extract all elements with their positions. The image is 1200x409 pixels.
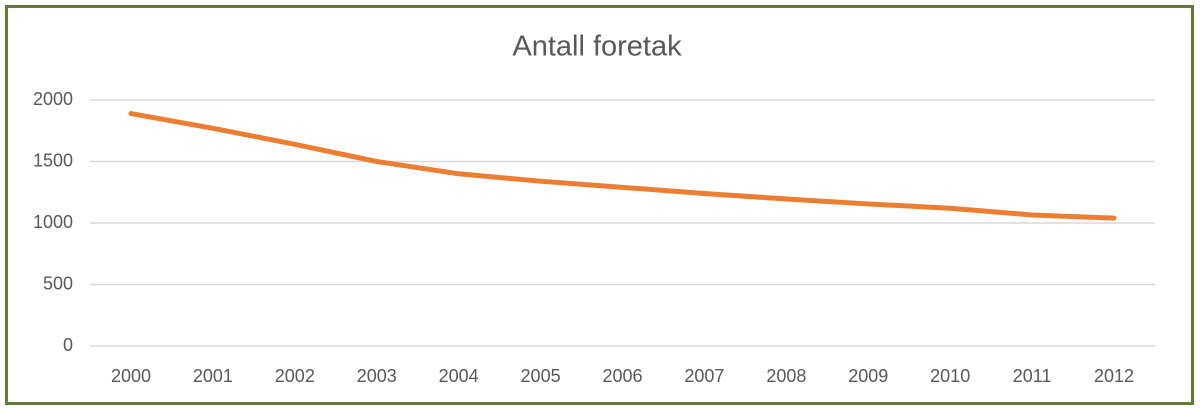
y-tick-label: 2000 — [33, 89, 73, 109]
x-tick-label: 2004 — [439, 366, 479, 386]
x-tick-label: 2012 — [1094, 366, 1134, 386]
x-tick-label: 2009 — [848, 366, 888, 386]
x-tick-label: 2002 — [275, 366, 315, 386]
plot-area: 0 500 1000 1500 2000 2000 2001 2002 2003 2004 2005… — [33, 89, 1155, 386]
x-tick-label: 2005 — [521, 366, 561, 386]
x-tick-label: 2007 — [684, 366, 724, 386]
chart-frame — [5, 5, 1194, 405]
x-tick-label: 2006 — [602, 366, 642, 386]
data-line — [128, 111, 1117, 221]
x-tick-label: 2010 — [930, 366, 970, 386]
chart-title: Antall foretak — [512, 31, 682, 63]
x-tick-label: 2001 — [193, 366, 233, 386]
x-tick-label: 2011 — [1013, 366, 1052, 386]
x-tick-label: 2008 — [766, 366, 806, 386]
y-tick-label: 0 — [63, 335, 73, 355]
y-tick-label: 1500 — [33, 150, 73, 170]
y-tick-label: 1000 — [33, 212, 73, 232]
x-tick-label: 2003 — [357, 366, 397, 386]
y-tick-label: 500 — [43, 273, 73, 293]
x-tick-label: 2000 — [111, 366, 151, 386]
